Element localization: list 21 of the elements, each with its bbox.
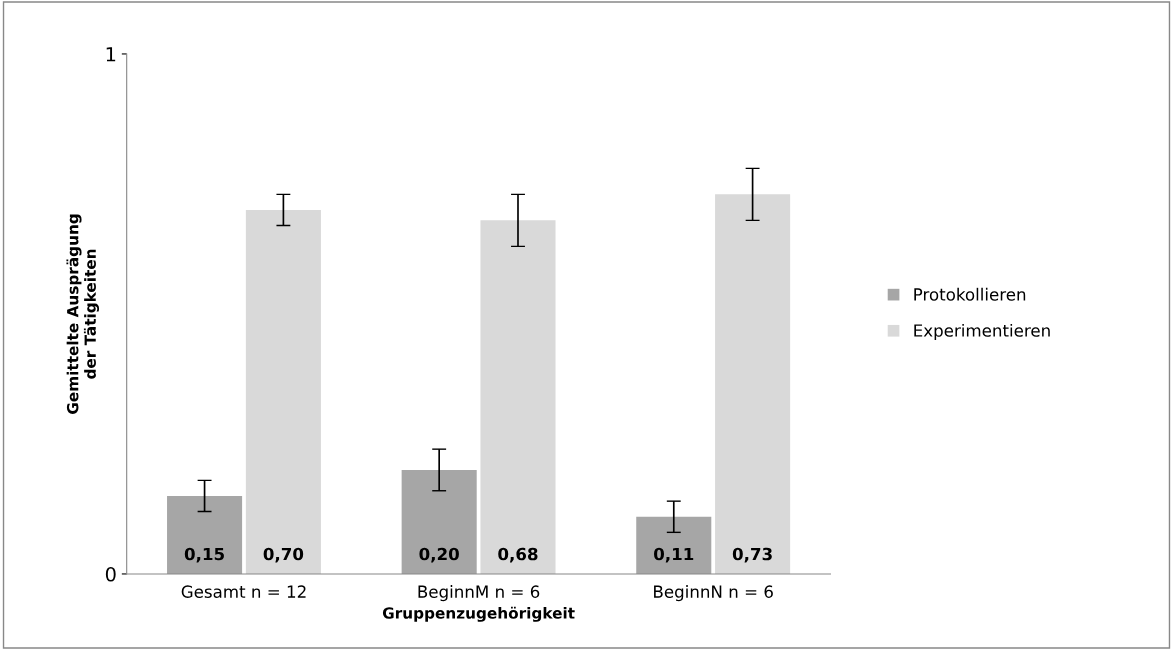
data-label: 0,15 — [184, 547, 224, 563]
bar — [245, 209, 321, 574]
x-axis-title: Gruppenzugehörigkeit — [382, 606, 575, 622]
x-tick-label: Gesamt n = 12 — [181, 585, 306, 598]
data-label: 0,73 — [732, 547, 772, 563]
data-label: 0,70 — [263, 547, 304, 563]
y-tick-label: 1 — [106, 47, 116, 62]
bar — [167, 495, 243, 574]
bar — [715, 194, 791, 574]
data-label: 0,20 — [419, 547, 459, 563]
y-axis-title: Gemittelte Ausprägung der Tätigkeiten — [66, 214, 100, 414]
bar — [401, 469, 477, 574]
bar — [636, 516, 712, 574]
y-tick-label: 0 — [105, 566, 116, 582]
data-label: 0,11 — [654, 547, 694, 563]
legend-label: Experimentieren — [914, 323, 1050, 341]
x-tick-label: BeginnN n = 6 — [654, 585, 773, 602]
data-label: 0,68 — [498, 547, 538, 563]
legend-label: Protokollieren — [914, 287, 1026, 301]
x-tick-label: BeginnM n = 6 — [418, 585, 540, 602]
bar — [480, 220, 556, 574]
